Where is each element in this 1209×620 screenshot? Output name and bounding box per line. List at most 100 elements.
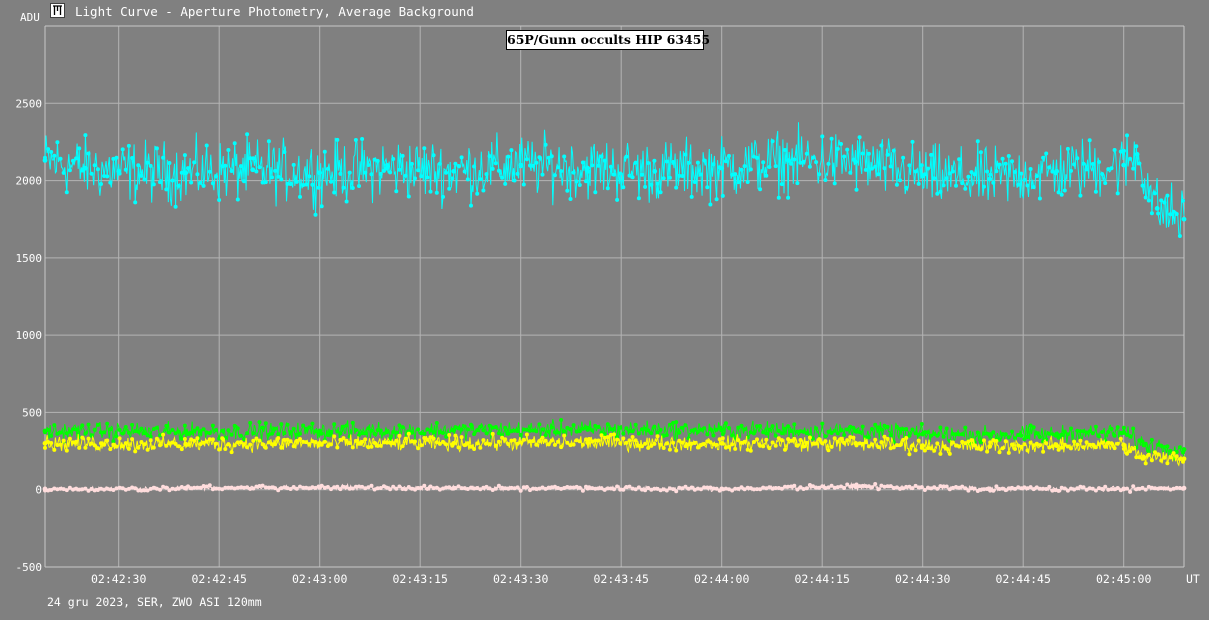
data-point	[484, 431, 489, 436]
data-point	[484, 441, 489, 446]
data-point	[400, 153, 405, 158]
data-point	[835, 485, 840, 490]
data-point	[95, 167, 100, 172]
data-point	[1016, 433, 1021, 437]
data-point	[1010, 442, 1014, 447]
data-point	[1140, 439, 1145, 444]
data-point	[1106, 430, 1111, 434]
series-value-point	[384, 165, 390, 171]
data-point	[944, 484, 949, 489]
data-point	[413, 487, 417, 492]
data-point	[764, 431, 769, 436]
data-point	[347, 486, 352, 491]
data-point	[991, 180, 996, 185]
data-point	[932, 485, 937, 490]
light-curve-app-icon[interactable]	[50, 3, 65, 18]
data-point	[1171, 209, 1176, 214]
data-point	[605, 435, 610, 440]
data-point	[350, 445, 355, 450]
data-point	[680, 174, 685, 178]
data-point	[503, 486, 508, 491]
x-tick-label: 02:44:15	[795, 572, 850, 586]
data-point	[304, 426, 309, 431]
data-point	[487, 486, 492, 491]
data-point	[506, 486, 511, 491]
data-point	[692, 180, 697, 184]
data-point	[764, 437, 769, 442]
data-point	[307, 442, 312, 447]
data-point	[419, 431, 424, 436]
data-point	[478, 177, 483, 182]
data-point	[870, 427, 874, 431]
data-point	[801, 429, 806, 434]
data-point	[870, 442, 874, 447]
data-point	[758, 487, 763, 492]
data-point	[727, 426, 731, 430]
data-point	[982, 487, 986, 492]
data-point	[1050, 432, 1055, 437]
data-point	[192, 160, 197, 165]
data-point	[67, 168, 72, 173]
data-point	[434, 190, 439, 195]
data-point	[705, 439, 710, 444]
data-point	[761, 444, 766, 449]
data-point	[879, 483, 884, 488]
data-point	[375, 443, 380, 448]
data-point	[957, 485, 962, 490]
data-point	[313, 440, 318, 444]
data-point	[699, 172, 703, 177]
data-point	[767, 165, 772, 169]
data-point	[229, 169, 234, 173]
data-point	[702, 442, 707, 446]
data-point	[192, 485, 197, 490]
data-point	[1125, 133, 1129, 138]
series-value-point	[451, 168, 457, 174]
data-point	[1121, 446, 1126, 451]
data-point	[655, 181, 660, 186]
data-point	[636, 196, 641, 201]
data-point	[789, 484, 794, 489]
data-point	[282, 437, 287, 442]
data-point	[391, 441, 396, 446]
data-point	[1084, 167, 1089, 172]
data-point	[406, 431, 411, 436]
data-point	[388, 170, 393, 175]
data-point	[832, 181, 837, 186]
data-point	[444, 485, 449, 490]
data-point	[490, 425, 495, 430]
data-point	[1171, 451, 1176, 456]
data-point	[643, 488, 648, 493]
data-point	[310, 182, 315, 187]
data-point	[1134, 455, 1139, 460]
data-point	[220, 487, 225, 492]
data-point	[686, 486, 691, 491]
data-point	[64, 448, 69, 453]
data-point	[1131, 446, 1136, 451]
data-point	[381, 484, 386, 489]
data-point	[304, 182, 309, 187]
data-point	[789, 438, 794, 443]
data-point	[640, 427, 644, 432]
data-point	[403, 173, 408, 178]
data-point	[496, 439, 501, 444]
data-point	[49, 488, 54, 492]
data-point	[357, 184, 361, 188]
data-point	[294, 432, 299, 437]
series-value-point	[451, 440, 457, 446]
data-point	[941, 484, 946, 489]
data-point	[922, 488, 927, 492]
series-value-point	[1181, 485, 1187, 491]
data-point	[975, 489, 980, 493]
data-point	[130, 422, 135, 427]
data-point	[500, 485, 505, 490]
data-point	[347, 170, 352, 175]
data-point	[55, 487, 60, 492]
data-point	[829, 136, 834, 141]
data-point	[1019, 433, 1024, 438]
data-point	[845, 482, 850, 487]
data-point	[1037, 435, 1042, 439]
data-point	[680, 440, 685, 445]
series-value-point	[82, 165, 88, 171]
data-point	[74, 156, 79, 161]
data-point	[441, 431, 445, 435]
